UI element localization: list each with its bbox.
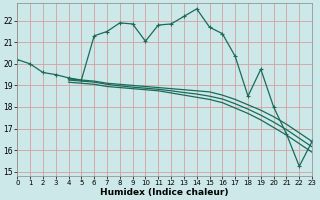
- X-axis label: Humidex (Indice chaleur): Humidex (Indice chaleur): [100, 188, 229, 197]
